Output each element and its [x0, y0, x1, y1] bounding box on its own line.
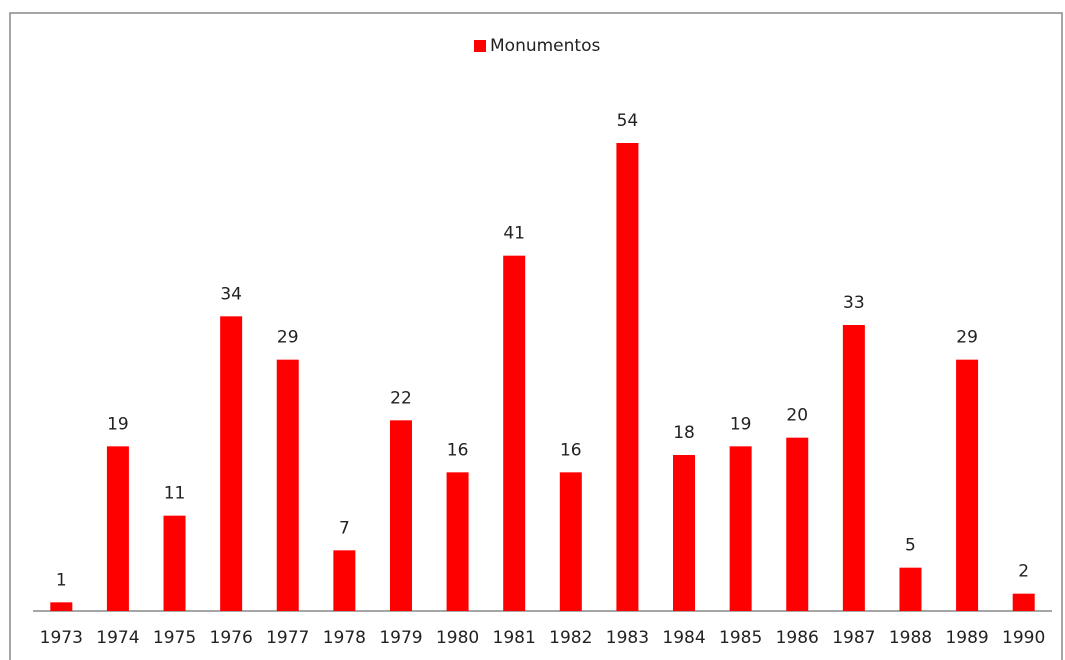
bar [559, 472, 582, 611]
data-label: 5 [905, 536, 916, 556]
x-tick-label: 1985 [719, 628, 762, 648]
x-tick-label: 1980 [436, 628, 479, 648]
data-label: 34 [220, 284, 242, 304]
data-label: 29 [277, 328, 299, 348]
bar [899, 567, 922, 611]
data-label: 19 [107, 414, 129, 434]
legend-swatch [474, 40, 486, 52]
data-label: 22 [390, 388, 412, 408]
x-tick-label: 1982 [549, 628, 592, 648]
data-label: 16 [447, 440, 469, 460]
bar [956, 359, 979, 611]
x-tick-label: 1975 [153, 628, 196, 648]
data-label: 41 [503, 224, 525, 244]
x-tick-label: 1983 [606, 628, 649, 648]
bar [786, 437, 809, 611]
x-tick-label: 1978 [323, 628, 366, 648]
bar [163, 515, 186, 611]
data-label: 18 [673, 423, 695, 443]
x-tick-label: 1987 [832, 628, 875, 648]
data-label: 20 [786, 406, 808, 426]
bar [503, 255, 526, 611]
x-tick-label: 1989 [945, 628, 988, 648]
data-label: 54 [617, 111, 639, 131]
data-label: 19 [730, 414, 752, 434]
x-tick-label: 1973 [40, 628, 83, 648]
bar [220, 316, 243, 611]
data-label: 1 [56, 570, 67, 590]
bar [673, 455, 696, 611]
data-label: 16 [560, 440, 582, 460]
x-tick-label: 1977 [266, 628, 309, 648]
x-tick-label: 1976 [210, 628, 253, 648]
x-tick-label: 1984 [662, 628, 705, 648]
bar [446, 472, 469, 611]
x-tick-label: 1986 [776, 628, 819, 648]
bar [276, 359, 299, 611]
data-label: 2 [1018, 562, 1029, 582]
x-tick-label: 1981 [493, 628, 536, 648]
bar [333, 550, 356, 611]
bar [1012, 593, 1035, 611]
x-tick-label: 1974 [96, 628, 139, 648]
x-tick-label: 1990 [1002, 628, 1045, 648]
data-label: 33 [843, 293, 865, 313]
data-label: 11 [164, 484, 186, 504]
x-tick-label: 1979 [379, 628, 422, 648]
legend-label: Monumentos [490, 36, 600, 56]
bar [106, 446, 129, 611]
data-label: 29 [956, 328, 978, 348]
bar [389, 420, 412, 611]
bar [842, 325, 865, 611]
bar [50, 602, 73, 611]
bar [616, 143, 639, 611]
x-tick-label: 1988 [889, 628, 932, 648]
bar [729, 446, 752, 611]
data-label: 7 [339, 518, 350, 538]
